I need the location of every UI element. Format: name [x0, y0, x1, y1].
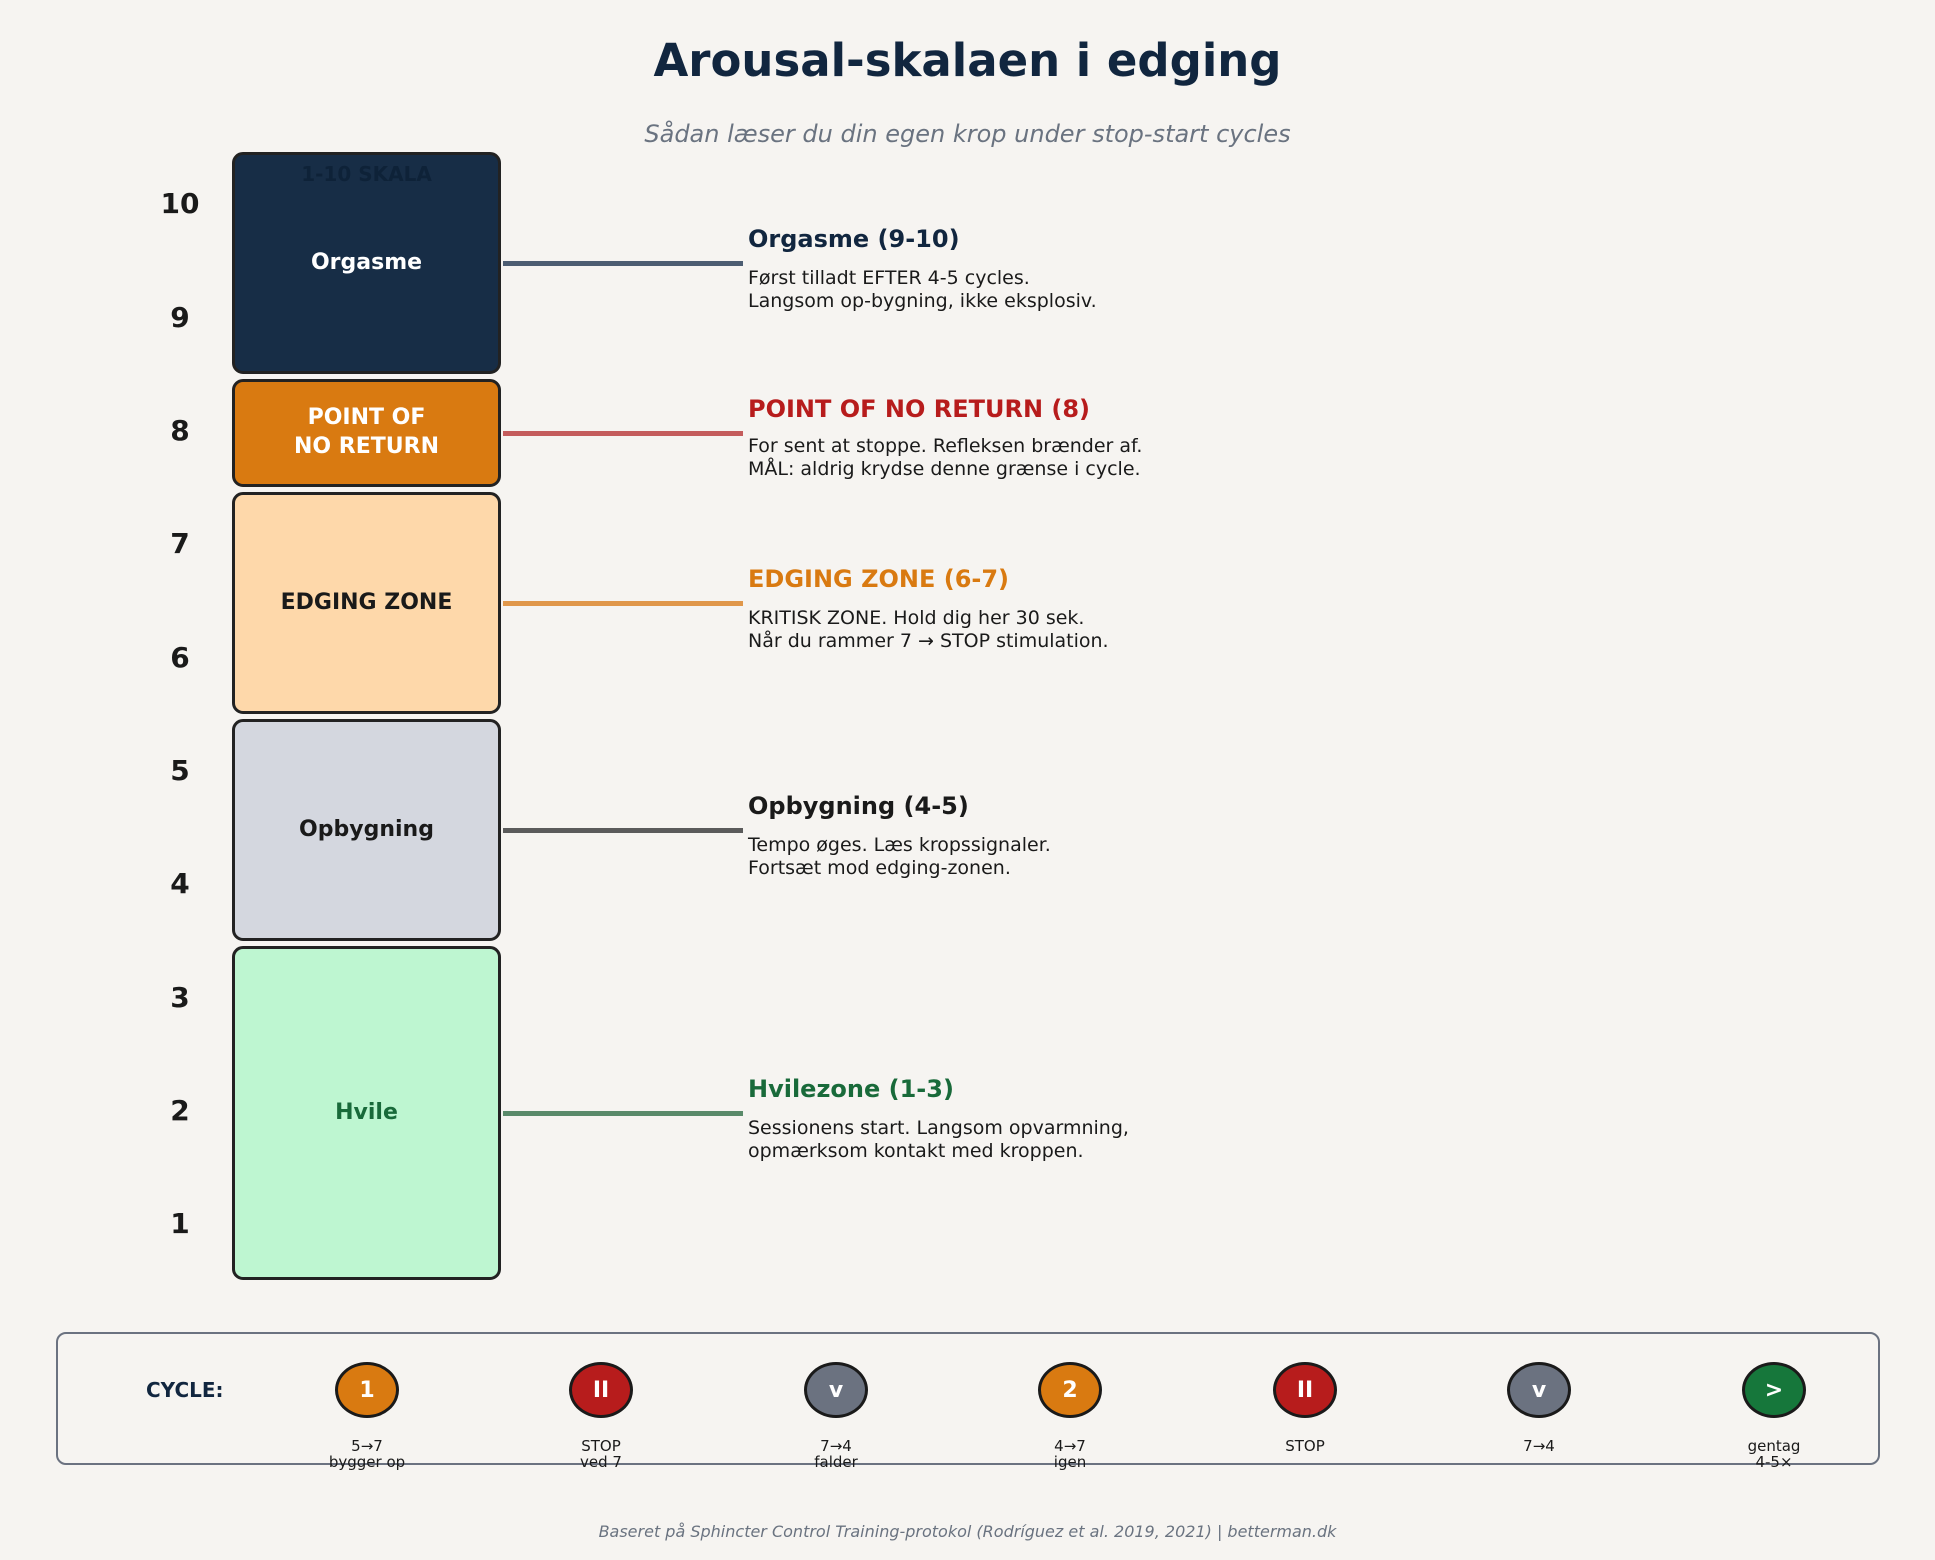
zone-heading-point-of-no-return: POINT OF NO RETURN (8)	[748, 395, 1091, 423]
cycle-step-circle: 2	[1038, 1362, 1102, 1418]
cycle-step-circle: II	[569, 1362, 633, 1418]
scale-heading: 1-10 SKALA	[301, 162, 432, 186]
zone-heading-orgasme: Orgasme (9-10)	[748, 225, 960, 253]
zone-box-point-of-no-return: POINT OF NO RETURN	[232, 379, 501, 487]
cycle-step-caption: STOP	[1285, 1437, 1325, 1455]
zone-heading-edging-zone: EDGING ZONE (6-7)	[748, 565, 1010, 593]
cycle-step-circle: v	[804, 1362, 868, 1418]
scale-number-7: 7	[170, 527, 190, 560]
connector-line-point-of-no-return	[503, 431, 743, 436]
scale-number-10: 10	[160, 187, 200, 220]
scale-number-6: 6	[170, 641, 190, 674]
cycle-panel	[56, 1332, 1880, 1465]
cycle-step-caption: gentag 4-5×	[1747, 1437, 1801, 1471]
connector-line-orgasme	[503, 261, 743, 266]
cycle-step-3: v 7→4 falder	[761, 1362, 911, 1470]
cycle-step-circle: v	[1507, 1362, 1571, 1418]
cycle-step-circle: 1	[335, 1362, 399, 1418]
scale-number-8: 8	[170, 414, 190, 447]
connector-line-hvile	[503, 1111, 743, 1116]
cycle-step-4: 2 4→7 igen	[995, 1362, 1145, 1470]
page-title: Arousal-skalaen i edging	[653, 34, 1282, 87]
zone-label-point-of-no-return: POINT OF NO RETURN	[294, 405, 439, 459]
scale-number-3: 3	[170, 981, 190, 1014]
footer-credit: Baseret på Sphincter Control Training-pr…	[598, 1522, 1337, 1541]
zone-label-edging-zone: EDGING ZONE	[280, 589, 453, 615]
cycle-step-5: II STOP	[1230, 1362, 1380, 1454]
zone-heading-hvile: Hvilezone (1-3)	[748, 1075, 954, 1103]
scale-number-9: 9	[170, 301, 190, 334]
zone-label-opbygning: Opbygning	[299, 816, 434, 842]
zone-description-edging-zone: KRITISK ZONE. Hold dig her 30 sek. Når d…	[748, 607, 1109, 652]
cycle-step-caption: 4→7 igen	[1053, 1437, 1087, 1471]
zone-box-opbygning: Opbygning	[232, 719, 501, 941]
zone-box-edging-zone: EDGING ZONE	[232, 492, 501, 714]
zone-box-orgasme: Orgasme	[232, 152, 501, 374]
cycle-label: CYCLE:	[146, 1378, 224, 1402]
cycle-step-caption: 7→4	[1523, 1437, 1555, 1455]
cycle-step-7: > gentag 4-5×	[1699, 1362, 1849, 1470]
connector-line-edging-zone	[503, 601, 743, 606]
zone-heading-opbygning: Opbygning (4-5)	[748, 792, 969, 820]
cycle-step-1: 1 5→7 bygger op	[292, 1362, 442, 1470]
scale-number-1: 1	[170, 1207, 190, 1240]
zone-label-orgasme: Orgasme	[310, 249, 423, 275]
connector-line-opbygning	[503, 828, 743, 833]
zone-description-opbygning: Tempo øges. Læs kropssignaler. Fortsæt m…	[748, 834, 1051, 879]
zone-label-hvile: Hvile	[335, 1099, 398, 1125]
cycle-step-caption: 5→7 bygger op	[328, 1437, 406, 1471]
scale-number-2: 2	[170, 1094, 190, 1127]
scale-number-4: 4	[170, 867, 190, 900]
zone-box-hvile: Hvile	[232, 946, 501, 1280]
zone-description-hvile: Sessionens start. Langsom opvarmning, op…	[748, 1117, 1129, 1162]
cycle-step-circle: >	[1742, 1362, 1806, 1418]
cycle-step-caption: 7→4 falder	[814, 1437, 858, 1471]
cycle-step-circle: II	[1273, 1362, 1337, 1418]
scale-number-5: 5	[170, 754, 190, 787]
zone-description-orgasme: Først tilladt EFTER 4-5 cycles. Langsom …	[748, 267, 1097, 312]
cycle-step-6: v 7→4	[1464, 1362, 1614, 1454]
cycle-step-caption: STOP ved 7	[580, 1437, 622, 1471]
zone-description-point-of-no-return: For sent at stoppe. Refleksen brænder af…	[748, 435, 1143, 480]
page-subtitle: Sådan læser du din egen krop under stop-…	[644, 120, 1291, 148]
cycle-step-2: II STOP ved 7	[526, 1362, 676, 1470]
